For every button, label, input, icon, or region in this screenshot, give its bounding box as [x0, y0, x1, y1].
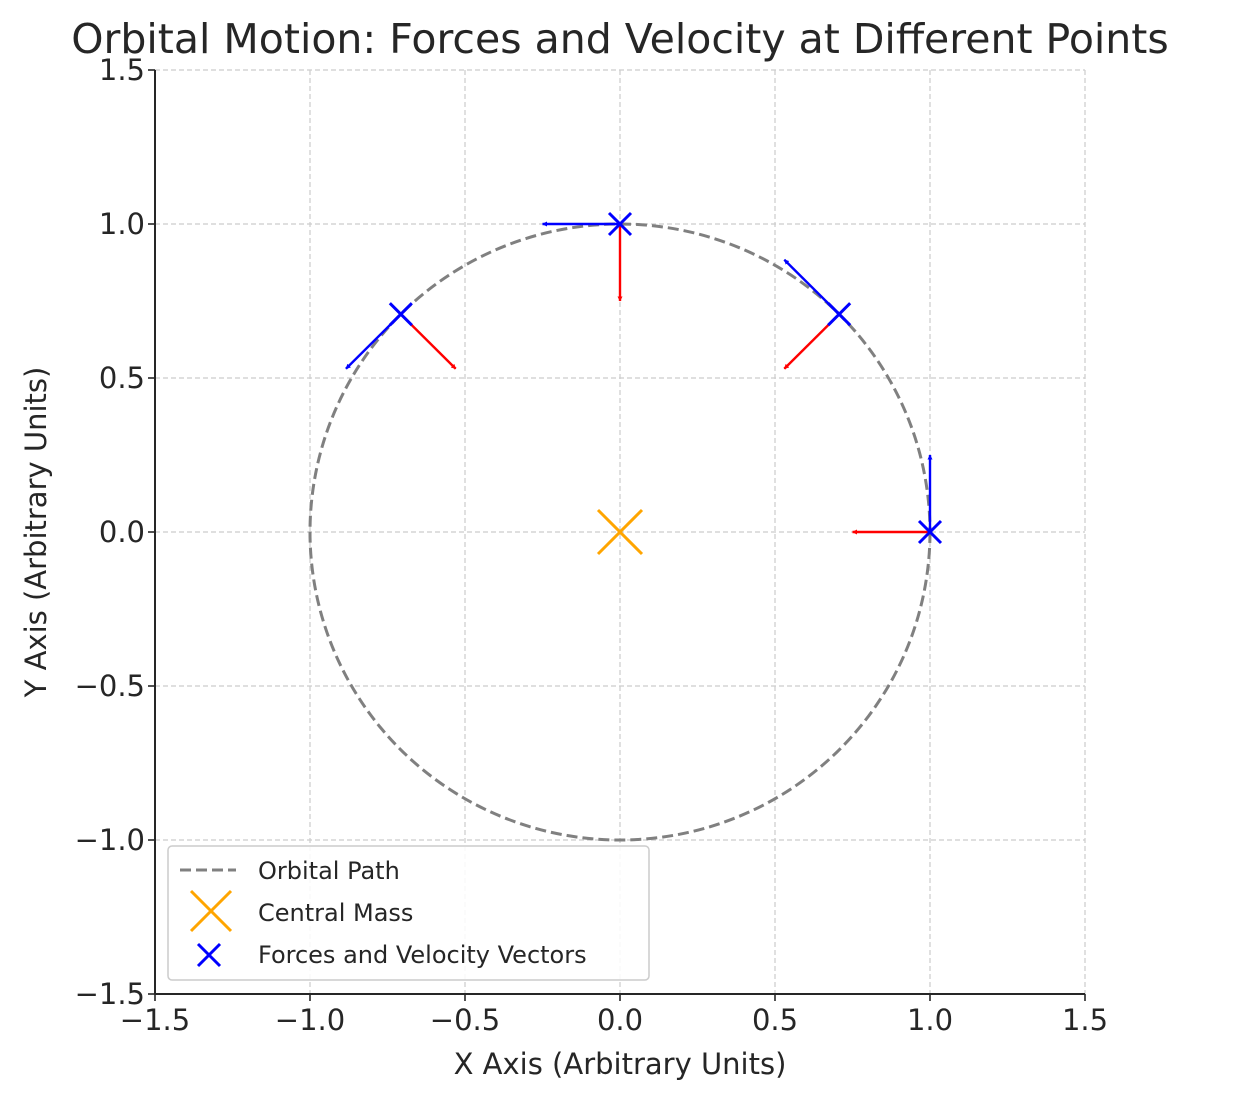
x-axis-label: X Axis (Arbitrary Units)	[454, 1047, 787, 1081]
legend-label-orbital-path: Orbital Path	[258, 857, 400, 885]
y-tick-label: −1.5	[75, 977, 145, 1011]
x-tick-label: −1.5	[120, 1003, 190, 1037]
y-tick-label: 1.0	[99, 207, 145, 241]
x-tick-label: 0.0	[597, 1003, 643, 1037]
legend-label-central-mass: Central Mass	[258, 899, 413, 927]
x-tick-label: 1.5	[1062, 1003, 1108, 1037]
vector-point-marker	[388, 302, 413, 327]
y-tick-label: 0.0	[99, 515, 145, 549]
plot-area	[308, 211, 943, 842]
x-tick-label: 1.0	[907, 1003, 953, 1037]
vector-point-marker	[917, 519, 943, 545]
legend-label-vectors: Forces and Velocity Vectors	[258, 941, 587, 969]
legend-frame	[167, 845, 650, 981]
x-tick-label: −0.5	[430, 1003, 500, 1037]
y-axis-label: Y Axis (Arbitrary Units)	[19, 367, 53, 699]
y-tick-label: −1.0	[75, 823, 145, 857]
y-tick-label: −0.5	[75, 669, 145, 703]
central-mass-marker	[596, 508, 644, 556]
vector-point-marker	[607, 211, 633, 237]
legend: Orbital Path Central Mass Forces and Vel…	[167, 845, 650, 981]
x-tick-label: −1.0	[275, 1003, 345, 1037]
x-axis-ticks: −1.5 −1.0 −0.5 0.0 0.5 1.0 1.5	[120, 994, 1108, 1037]
y-axis-ticks: −1.5 −1.0 −0.5 0.0 0.5 1.0 1.5	[75, 53, 155, 1011]
x-tick-label: 0.5	[752, 1003, 798, 1037]
y-tick-label: 0.5	[99, 361, 145, 395]
legend-swatch-central-mass	[189, 889, 233, 933]
chart-title: Orbital Motion: Forces and Velocity at D…	[71, 15, 1168, 63]
y-tick-label: 1.5	[99, 53, 145, 87]
vector-point-marker	[827, 302, 852, 327]
legend-swatch-vectors	[196, 942, 222, 968]
